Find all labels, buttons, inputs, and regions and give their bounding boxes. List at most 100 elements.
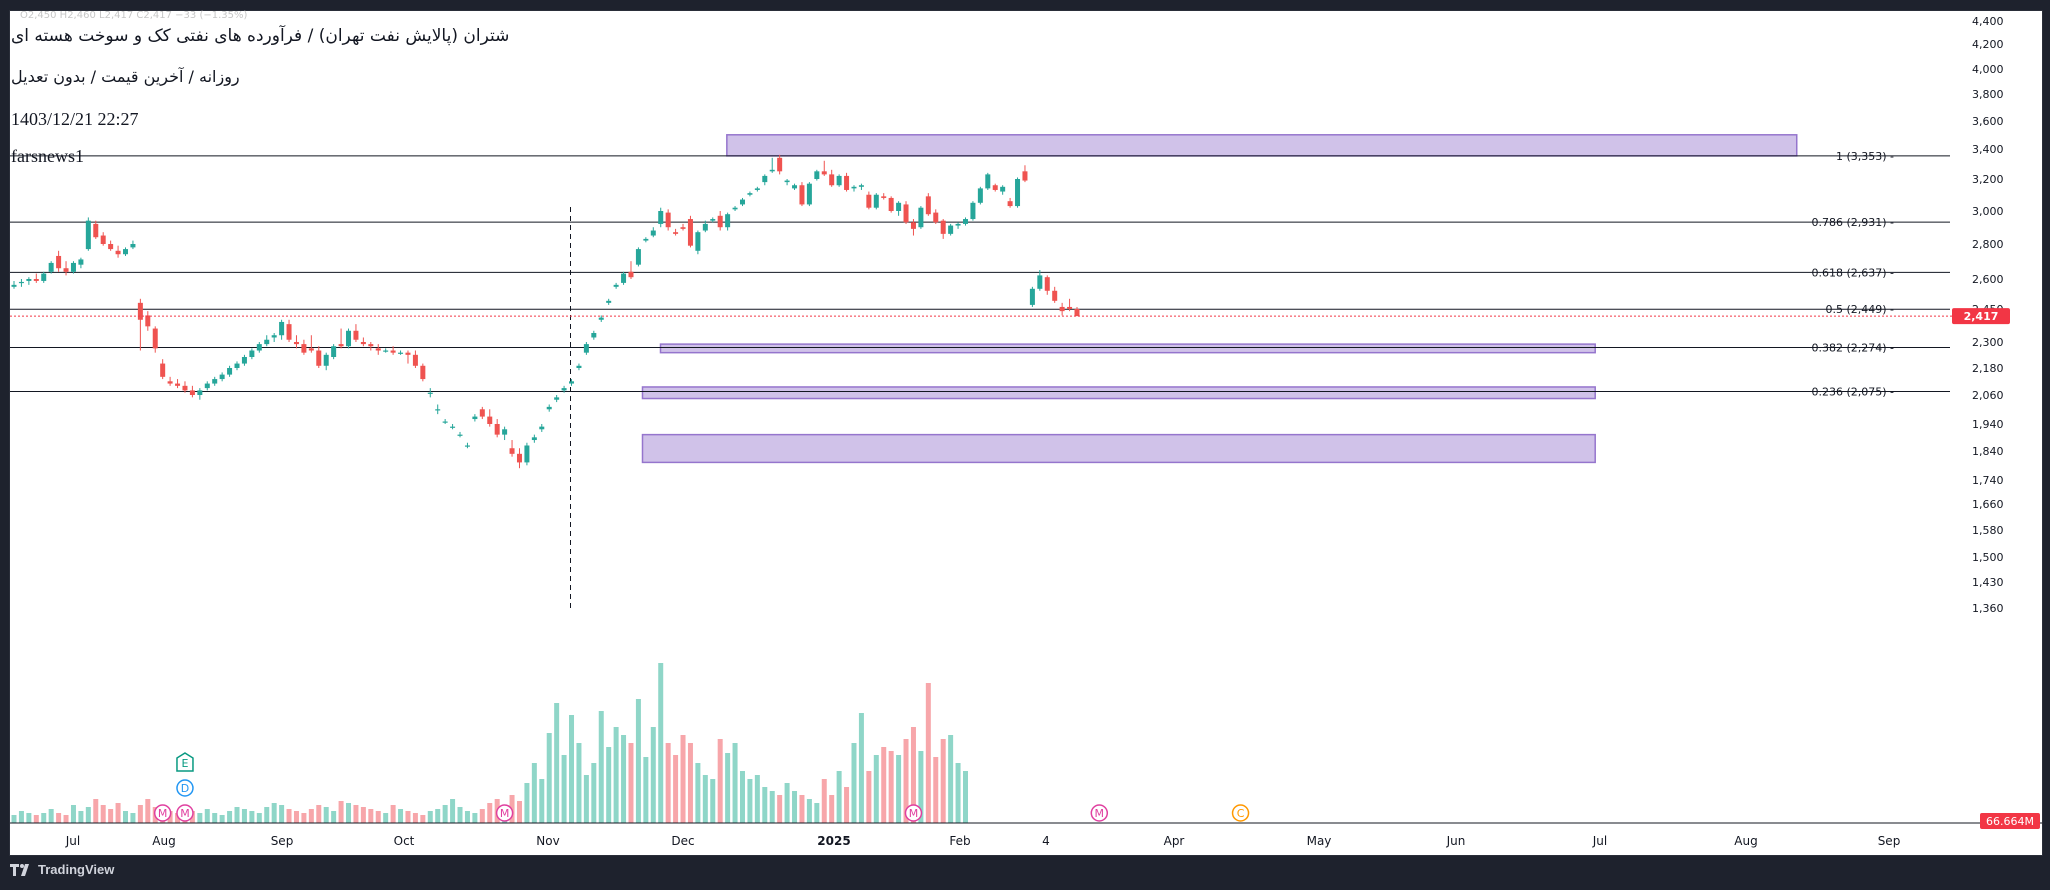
price-tick-label: 1,500: [1972, 551, 2004, 564]
candle-body: [881, 196, 887, 198]
volume-bar: [747, 779, 753, 823]
event-marker-icon: [176, 804, 194, 822]
volume-bar: [918, 751, 924, 823]
volume-bar: [910, 727, 916, 823]
volume-bar: [33, 815, 39, 823]
volume-bar: [881, 747, 887, 823]
last-price-badge: [1952, 308, 2010, 325]
candle-body: [910, 222, 916, 229]
candle-body: [41, 273, 47, 281]
volume-bar: [375, 811, 381, 823]
price-tick-label: 2,300: [1972, 336, 2004, 349]
chart-subtitle: روزانه / آخرین قیمت / بدون تعدیل: [11, 67, 240, 86]
candle-body: [123, 249, 129, 255]
last-price-label: 2,417: [1964, 310, 1999, 323]
candle-body: [650, 230, 656, 236]
volume-bar: [754, 775, 760, 823]
candle-body: [405, 352, 411, 355]
volume-bar: [398, 809, 404, 823]
price-tick-label: 3,400: [1972, 143, 2004, 156]
candle-body: [814, 171, 820, 179]
candle-body: [821, 171, 827, 175]
candle-body: [1015, 179, 1021, 207]
candle-body: [680, 227, 686, 229]
volume-bar: [829, 795, 835, 823]
candle-body: [479, 409, 485, 417]
candle-body: [1067, 306, 1073, 309]
candle-body: [1044, 277, 1050, 291]
candle-body: [487, 416, 493, 424]
fib-label: 0.5 (2,449) -: [1825, 303, 1894, 316]
volume-bar: [598, 711, 604, 823]
price-chart[interactable]: 1 (3,353) - 0.786 (2,931) - 0.618 (2,637) …: [10, 11, 2042, 855]
candle-body: [70, 262, 76, 272]
candle-body: [167, 381, 173, 384]
price-tick-label: 1,840: [1972, 445, 2004, 458]
tradingview-logo-icon: [10, 863, 29, 876]
time-tick-label: Dec: [671, 834, 694, 848]
price-tick-label: 3,000: [1972, 205, 2004, 218]
volume-bar: [933, 757, 939, 823]
candle-body: [331, 346, 337, 357]
volume-bar: [115, 803, 121, 823]
candle-body: [1074, 309, 1080, 317]
volume-bar: [383, 813, 389, 823]
candle-body: [383, 350, 389, 352]
volume-bar: [821, 779, 827, 823]
candle-body: [1022, 171, 1028, 181]
volume-bar: [271, 803, 277, 823]
event-marker-label: C: [1237, 807, 1245, 820]
volume-bar: [346, 803, 352, 823]
tradingview-brand[interactable]: TradingView: [10, 862, 114, 877]
candle-body: [799, 185, 805, 205]
candle-body: [658, 211, 664, 224]
volume-bar: [635, 699, 641, 823]
time-tick-label: Aug: [1734, 834, 1757, 848]
candle-body: [375, 348, 381, 351]
zone-rect: [659, 343, 1596, 354]
price-tick-label: 4,400: [1972, 15, 2004, 28]
candle-body: [152, 328, 158, 349]
volume-bar: [851, 743, 857, 823]
candle-body: [806, 183, 812, 205]
candle-body: [546, 406, 552, 410]
candle-body: [955, 223, 961, 226]
volume-bar: [41, 813, 47, 823]
price-tick-label: 2,600: [1972, 273, 2004, 286]
price-tick-label: 1,740: [1972, 474, 2004, 487]
candle-body: [569, 381, 575, 384]
candle-body: [1059, 306, 1065, 312]
volume-bar: [777, 795, 783, 823]
candle-body: [933, 212, 939, 223]
volume-bar: [725, 753, 731, 823]
event-marker-label: M: [1095, 807, 1105, 820]
chart-frame[interactable]: 1 (3,353) - 0.786 (2,931) - 0.618 (2,637) …: [9, 10, 2043, 856]
candle-body: [18, 281, 24, 284]
volume-label: 66.664M: [1986, 815, 2034, 828]
volume-bar: [569, 715, 575, 823]
volume-bar: [516, 801, 522, 823]
candle-body: [78, 259, 84, 265]
volume-bar: [450, 799, 456, 823]
candle-body: [442, 421, 448, 423]
volume-bar: [665, 743, 671, 823]
candle-body: [390, 350, 396, 353]
volume-bar: [301, 813, 307, 823]
volume-bar: [286, 809, 292, 823]
candle-body: [130, 244, 136, 248]
candle-body: [308, 348, 314, 351]
candle-body: [293, 342, 299, 345]
volume-badge: [1980, 813, 2040, 829]
candle-body: [100, 235, 106, 244]
zone-rect: [641, 386, 1596, 400]
volume-bar: [85, 807, 91, 823]
candle-body: [516, 453, 522, 463]
volume-bar: [628, 743, 634, 823]
volume-bar: [948, 735, 954, 823]
candle-body: [739, 199, 745, 205]
time-tick-label: 4: [1042, 834, 1050, 848]
time-tick-label: Apr: [1164, 834, 1185, 848]
candle-body: [197, 390, 203, 395]
price-tick-label: 1,940: [1972, 418, 2004, 431]
volume-bar: [546, 733, 552, 823]
